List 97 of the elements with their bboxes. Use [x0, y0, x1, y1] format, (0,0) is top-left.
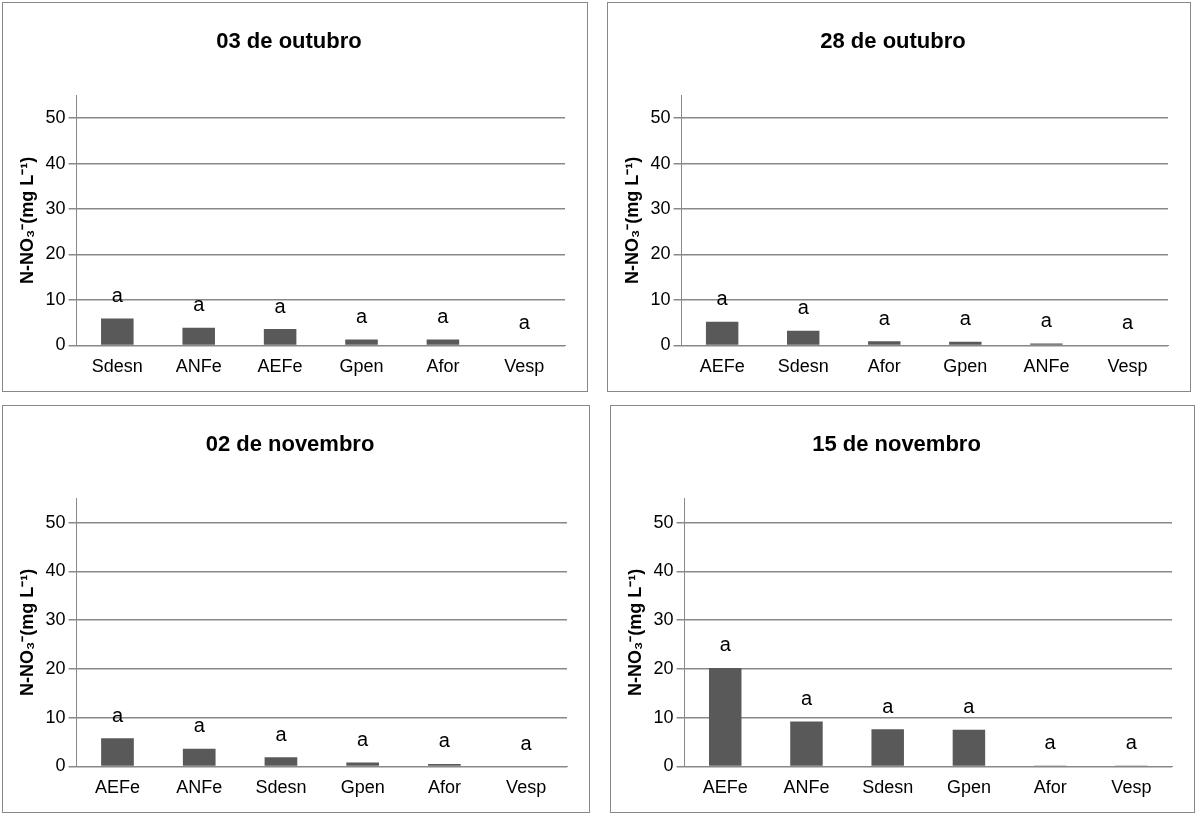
- bar: [101, 738, 134, 766]
- data-label: a: [111, 703, 124, 726]
- data-label: a: [959, 307, 972, 330]
- bar: [264, 757, 298, 766]
- y-tick-label: 0: [55, 334, 66, 355]
- x-tick-label: AEFe: [94, 777, 140, 798]
- chart-title: 15 de novembro: [812, 431, 981, 457]
- data-label: a: [357, 728, 370, 751]
- y-tick-label: 30: [45, 198, 66, 219]
- y-tick-label: 10: [45, 706, 66, 727]
- data-label: a: [800, 687, 813, 710]
- y-tick-label: 10: [650, 288, 671, 309]
- y-tick-label: 40: [45, 560, 66, 581]
- bar: [426, 339, 460, 345]
- y-tick-label: 30: [653, 609, 674, 630]
- y-tick-label: 0: [663, 755, 674, 776]
- bar: [705, 321, 739, 345]
- x-tick-label: ANFe: [1023, 356, 1070, 377]
- data-label: a: [355, 305, 368, 328]
- data-label: a: [274, 294, 287, 317]
- x-tick-label: Afor: [427, 777, 461, 798]
- y-tick-label: 30: [650, 198, 671, 219]
- x-tick-label: Vesp: [1111, 777, 1152, 798]
- data-label: a: [1040, 309, 1053, 332]
- bar: [868, 341, 901, 345]
- data-label: a: [719, 633, 732, 656]
- x-tick-label: ANFe: [176, 777, 223, 798]
- x-tick-label: AEFe: [257, 356, 303, 377]
- data-label: a: [518, 310, 531, 333]
- x-tick-label: Vesp: [504, 356, 545, 377]
- bar: [790, 721, 823, 766]
- y-tick-label: 40: [45, 152, 66, 173]
- data-label: a: [437, 305, 450, 328]
- data-label: a: [520, 731, 533, 754]
- y-axis-title: N-NO₃⁻(mg L⁻¹): [16, 156, 37, 285]
- data-label: a: [963, 695, 976, 718]
- y-tick-label: 20: [45, 657, 66, 678]
- y-tick-label: 10: [653, 706, 674, 727]
- x-tick-label: Afor: [1033, 777, 1067, 798]
- y-tick-label: 50: [45, 511, 66, 532]
- x-tick-label: Gpen: [339, 356, 384, 377]
- y-tick-label: 20: [45, 243, 66, 264]
- bar: [101, 318, 134, 345]
- y-tick-label: 0: [660, 334, 671, 355]
- x-tick-label: Afor: [867, 356, 901, 377]
- bar: [952, 729, 986, 766]
- x-tick-label: ANFe: [783, 777, 830, 798]
- x-tick-label: Vesp: [506, 777, 547, 798]
- data-label: a: [275, 722, 288, 745]
- data-label: a: [1125, 730, 1138, 753]
- data-label: a: [1121, 310, 1134, 333]
- y-axis-title: N-NO₃⁻(mg L⁻¹): [621, 156, 642, 285]
- x-tick-label: ANFe: [175, 356, 222, 377]
- y-tick-label: 40: [650, 152, 671, 173]
- data-label: a: [797, 296, 810, 319]
- y-tick-label: 0: [55, 755, 66, 776]
- bar: [787, 330, 820, 345]
- x-tick-label: Sdesn: [862, 777, 914, 798]
- bar: [708, 667, 742, 766]
- bar: [871, 729, 904, 766]
- x-tick-label: Sdesn: [255, 777, 307, 798]
- data-label: a: [111, 284, 124, 307]
- y-axis-title: N-NO₃⁻(mg L⁻¹): [624, 568, 645, 697]
- x-tick-label: Gpen: [340, 777, 385, 798]
- bar: [182, 748, 216, 766]
- x-tick-label: AEFe: [699, 356, 745, 377]
- data-label: a: [882, 694, 895, 717]
- data-label: a: [438, 729, 451, 752]
- x-tick-label: Afor: [426, 356, 460, 377]
- chart-title: 02 de novembro: [205, 431, 375, 457]
- data-label: a: [716, 287, 729, 310]
- chart-title: 03 de outubro: [216, 28, 362, 54]
- x-tick-label: Gpen: [943, 356, 988, 377]
- y-tick-label: 40: [653, 560, 674, 581]
- bar: [346, 762, 380, 766]
- data-label: a: [1044, 730, 1057, 753]
- bar: [345, 339, 378, 345]
- y-axis-title: N-NO₃⁻(mg L⁻¹): [16, 568, 37, 697]
- y-tick-label: 50: [45, 107, 66, 128]
- y-tick-label: 20: [653, 657, 674, 678]
- y-tick-label: 50: [653, 511, 674, 532]
- x-tick-label: Sdesn: [91, 356, 143, 377]
- chart-title: 28 de outubro: [820, 28, 966, 54]
- x-tick-label: Gpen: [946, 777, 991, 798]
- x-tick-label: Vesp: [1107, 356, 1148, 377]
- data-label: a: [878, 306, 891, 329]
- y-tick-label: 50: [650, 107, 671, 128]
- bar: [182, 327, 215, 345]
- y-tick-label: 20: [650, 243, 671, 264]
- data-label: a: [193, 714, 206, 737]
- bar: [949, 341, 982, 345]
- x-tick-label: Sdesn: [777, 356, 829, 377]
- y-tick-label: 10: [45, 288, 66, 309]
- bar: [263, 329, 297, 345]
- data-label: a: [193, 293, 206, 316]
- x-tick-label: AEFe: [702, 777, 748, 798]
- y-tick-label: 30: [45, 609, 66, 630]
